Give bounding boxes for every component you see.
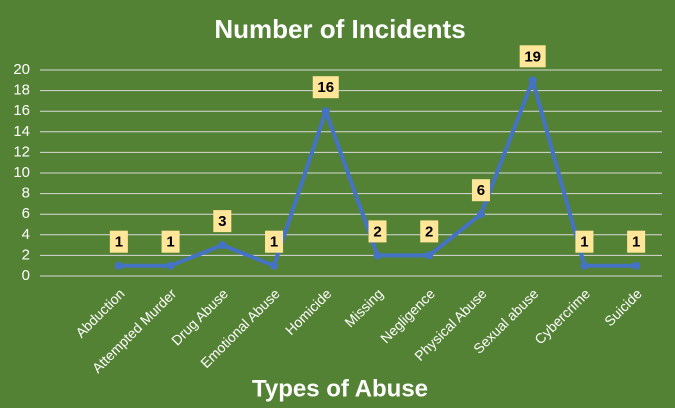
data-label-box (213, 210, 232, 233)
data-label: 2 (425, 223, 433, 240)
data-label-box (109, 230, 128, 253)
data-label-box (519, 45, 546, 68)
y-tick-label: 0 (22, 267, 30, 284)
chart-title: Number of Incidents (214, 14, 465, 44)
point (373, 251, 382, 260)
data-label-box (312, 76, 339, 99)
data-label: 1 (270, 234, 278, 251)
point (166, 261, 175, 270)
data-label-box (265, 230, 284, 253)
data-label: 3 (218, 213, 226, 230)
point (528, 76, 537, 85)
y-tick-label: 8 (22, 185, 30, 202)
data-label: 2 (373, 223, 381, 240)
y-tick-label: 12 (13, 143, 30, 160)
point (270, 261, 279, 270)
data-label-box (420, 220, 439, 243)
data-label: 6 (477, 182, 485, 199)
y-tick-label: 20 (13, 61, 30, 78)
point (321, 107, 330, 116)
point (425, 251, 434, 260)
data-label: 16 (317, 79, 334, 96)
data-label: 1 (115, 234, 123, 251)
data-label-box (627, 230, 646, 253)
y-tick-label: 10 (13, 164, 30, 181)
data-label: 1 (580, 234, 588, 251)
y-tick-label: 6 (22, 205, 30, 222)
data-label: 1 (632, 234, 640, 251)
point (632, 261, 641, 270)
point (114, 261, 123, 270)
y-tick-label: 18 (13, 82, 30, 99)
data-label-box (368, 220, 387, 243)
y-tick-label: 4 (22, 226, 30, 243)
data-label: 19 (524, 48, 541, 65)
y-tick-label: 2 (22, 246, 30, 263)
data-label-box (575, 230, 594, 253)
data-label-box (471, 179, 490, 202)
point (218, 241, 227, 250)
data-label: 1 (166, 234, 174, 251)
data-label-box (161, 230, 180, 253)
y-tick-label: 14 (13, 123, 30, 140)
y-tick-label: 16 (13, 102, 30, 119)
point (580, 261, 589, 270)
point (476, 210, 485, 219)
x-axis-title: Types of Abuse (252, 375, 428, 402)
